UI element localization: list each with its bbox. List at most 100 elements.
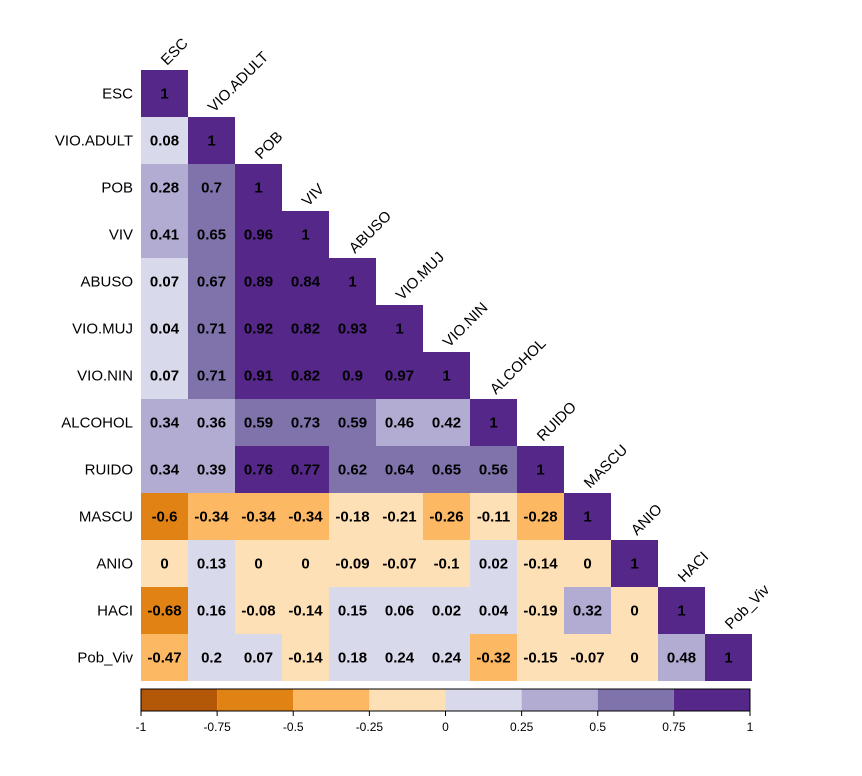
cell-value: 0.02: [479, 556, 508, 573]
heatmap-cell: [235, 587, 282, 634]
column-label: RUIDO: [534, 399, 580, 445]
cell-value: 0.34: [150, 462, 180, 479]
cell-value: 0.97: [385, 368, 414, 385]
cell-value-labels: 10.08 10.28 0.7 10.41 0.65 0.96 10.07 0.67 0.89 0…: [147, 86, 732, 667]
heatmap-cell: [329, 587, 376, 634]
heatmap-cell: [141, 211, 188, 258]
cell-value: -0.34: [288, 509, 323, 526]
legend-tick-label: -0.25: [356, 720, 384, 734]
heatmap-cell: [329, 305, 376, 352]
color-legend: -1 -0.75 -0.5 -0.25 0 0.25 0.5 0.75 1: [136, 688, 754, 734]
legend-swatch: [217, 689, 294, 711]
column-label: ABUSO: [346, 208, 395, 257]
heatmap-cell: [141, 399, 188, 446]
cell-value: 0.34: [150, 415, 180, 432]
cell-value: 0.18: [338, 650, 367, 667]
column-label: MASCU: [581, 442, 631, 492]
heatmap-cell: [141, 493, 188, 540]
row-label: VIO.ADULT: [55, 133, 133, 150]
legend-tick-label: -1: [136, 720, 147, 734]
cell-value: -0.47: [147, 650, 181, 667]
heatmap-cell: [376, 587, 423, 634]
column-label: HACI: [675, 548, 712, 585]
heatmap-cell: [470, 446, 517, 493]
heatmap-cell: [188, 493, 235, 540]
cell-value: 0.48: [667, 650, 696, 667]
cell-value: 0.16: [197, 603, 226, 620]
cell-value: 0.24: [385, 650, 415, 667]
row-label: ESC: [102, 86, 133, 103]
cell-value: 1: [536, 462, 544, 479]
cell-value: -0.26: [429, 509, 463, 526]
heatmap-cell: [141, 540, 188, 587]
cell-value: 0.24: [432, 650, 462, 667]
heatmap-cell: [188, 164, 235, 211]
column-label: ALCOHOL: [487, 335, 550, 398]
cell-value: 0.06: [385, 603, 414, 620]
cell-value: 0.32: [573, 603, 602, 620]
cell-value: -0.34: [194, 509, 229, 526]
heatmap-cell: [329, 352, 376, 399]
heatmap-cell: [235, 446, 282, 493]
heatmap-cell: [235, 352, 282, 399]
heatmap-cell: [517, 493, 564, 540]
cell-value: -0.07: [570, 650, 604, 667]
cell-value: 0.41: [150, 227, 179, 244]
heatmap-cell: [141, 587, 188, 634]
heatmap-cell: [423, 493, 470, 540]
heatmap-cell: [282, 446, 329, 493]
heatmap-cell: [329, 493, 376, 540]
cell-value: 1: [489, 415, 497, 432]
cell-value: 0.73: [291, 415, 320, 432]
heatmap-cell: [423, 540, 470, 587]
cell-value: 0.15: [338, 603, 367, 620]
cell-value: -0.21: [382, 509, 416, 526]
heatmap-cell: [423, 352, 470, 399]
cell-value: 0.96: [244, 227, 273, 244]
heatmap-cell: [470, 634, 517, 681]
row-label: ANIO: [96, 556, 133, 573]
heatmap-cell: [141, 164, 188, 211]
heatmap-cell: [564, 634, 611, 681]
cell-value: 0.28: [150, 180, 179, 197]
heatmap-cell: [235, 305, 282, 352]
heatmap-cell: [141, 117, 188, 164]
column-label: ANIO: [628, 501, 666, 539]
heatmap-cell: [282, 399, 329, 446]
cell-value: 0.36: [197, 415, 226, 432]
heatmap-cell: [517, 446, 564, 493]
cell-value: 0.04: [150, 321, 180, 338]
legend-swatch: [141, 689, 218, 711]
heatmap-cell: [517, 634, 564, 681]
row-label: ALCOHOL: [61, 415, 133, 432]
heatmap-cell: [564, 587, 611, 634]
heatmap-cell: [282, 305, 329, 352]
cell-value: 0.93: [338, 321, 367, 338]
row-labels: ESC VIO.ADULT POB VIV ABUSO VIO.MUJ VIO.NIN ALC…: [55, 86, 134, 667]
cell-value: 0.67: [197, 274, 226, 291]
legend-swatch: [445, 689, 522, 711]
cell-value: -0.14: [523, 556, 558, 573]
heatmap-cell: [235, 540, 282, 587]
heatmap-cell: [235, 258, 282, 305]
row-label: MASCU: [79, 509, 133, 526]
row-label: VIV: [109, 227, 133, 244]
cell-value: 0.64: [385, 462, 415, 479]
heatmap-cell: [235, 634, 282, 681]
heatmap-cell: [282, 258, 329, 305]
legend-swatch: [597, 689, 674, 711]
cell-value: -0.15: [523, 650, 557, 667]
heatmap-cell: [611, 634, 658, 681]
column-label: VIO.NIN: [440, 299, 492, 351]
heatmap-cell: [517, 540, 564, 587]
cell-value: 0.42: [432, 415, 461, 432]
cell-value: 0.07: [244, 650, 273, 667]
legend-tick-label: 0: [442, 720, 449, 734]
heatmap-cell: [329, 258, 376, 305]
legend-swatch: [673, 689, 750, 711]
heatmap-cell: [188, 258, 235, 305]
row-label: Pob_Viv: [77, 650, 133, 667]
heatmap-cell: [188, 634, 235, 681]
cell-value: 0.56: [479, 462, 508, 479]
cell-value: -0.28: [523, 509, 557, 526]
